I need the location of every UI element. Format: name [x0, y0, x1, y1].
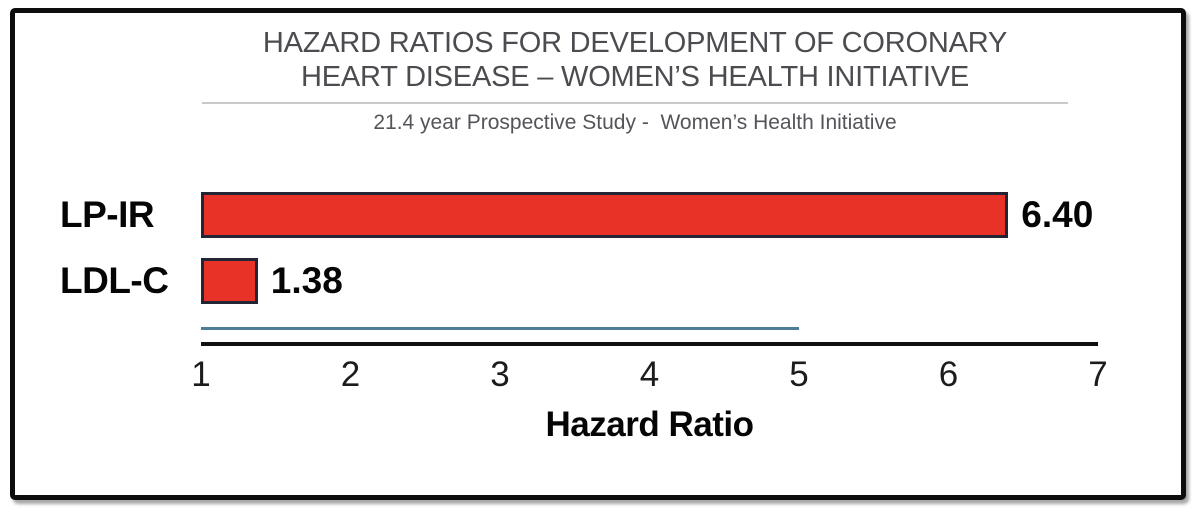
chart-title: HAZARD RATIOS FOR DEVELOPMENT OF CORONAR…	[185, 27, 1085, 95]
category-label-ldl-c: LDL-C	[60, 260, 169, 301]
x-tick-label: 2	[340, 355, 361, 394]
bar-ldl-c	[201, 258, 258, 304]
x-axis-line	[201, 342, 1098, 346]
bar-value-ldl-c: 1.38	[270, 260, 343, 301]
bar-lp-ir	[201, 192, 1009, 238]
bar-track: 6.40	[201, 192, 1098, 238]
x-tick-label: 1	[191, 355, 211, 394]
x-axis-title: Hazard Ratio	[545, 405, 754, 444]
x-tick-label: 6	[938, 355, 959, 394]
bar-row-ldl-c: LDL-C 1.38	[15, 258, 1181, 304]
chart-subtitle: 21.4 year Prospective Study - Women’s He…	[373, 110, 897, 134]
chart-header: HAZARD RATIOS FOR DEVELOPMENT OF CORONAR…	[185, 27, 1085, 135]
x-tick-label: 4	[639, 355, 660, 394]
x-tick-label: 3	[490, 355, 510, 394]
bar-value-lp-ir: 6.40	[1021, 194, 1094, 235]
x-tick-label: 7	[1088, 355, 1108, 394]
category-label-lp-ir: LP-IR	[60, 194, 155, 235]
chart-title-line-2: HEART DISEASE – WOMEN’S HEALTH INITIATIV…	[300, 60, 970, 93]
x-tick-label: 5	[789, 355, 809, 394]
bar-row-lp-ir: LP-IR 6.40	[15, 192, 1181, 238]
axis-underline	[201, 327, 799, 330]
title-divider	[202, 101, 1068, 104]
x-axis-ticks: 1 2 3 4 5 6 7	[191, 355, 1107, 403]
bar-track: 1.38	[201, 258, 1098, 304]
chart-frame: HAZARD RATIOS FOR DEVELOPMENT OF CORONAR…	[10, 8, 1186, 500]
chart-title-line-1: HAZARD RATIOS FOR DEVELOPMENT OF CORONAR…	[262, 27, 1008, 59]
